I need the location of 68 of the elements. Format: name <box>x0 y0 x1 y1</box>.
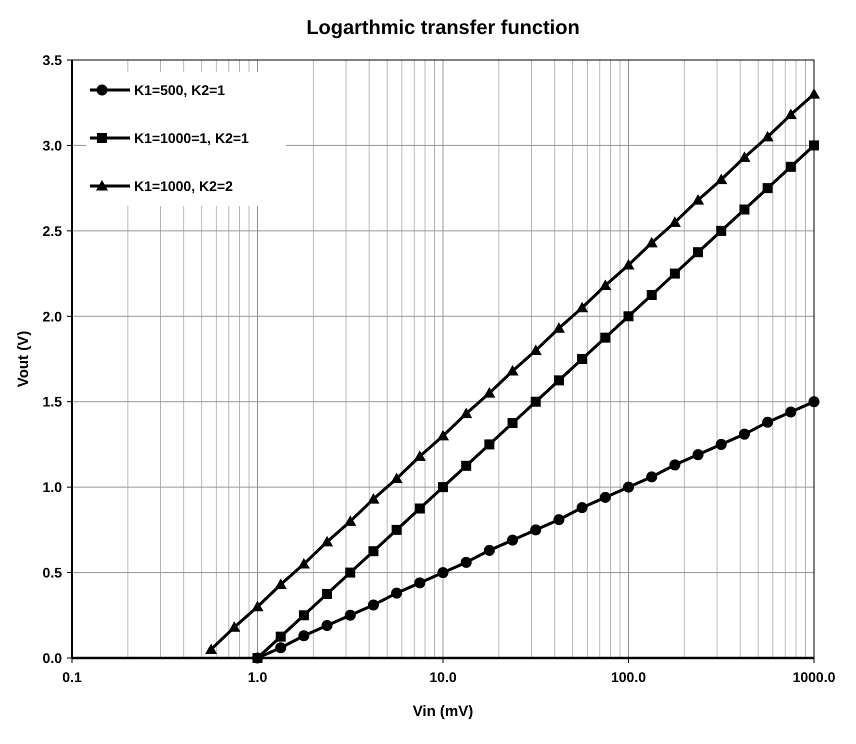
legend-label: K1=1000=1, K2=1 <box>134 130 250 146</box>
point <box>484 544 495 556</box>
point <box>368 546 378 556</box>
x-tick-label: 100.0 <box>610 669 646 685</box>
x-tick-label: 1.0 <box>248 669 268 685</box>
point <box>646 471 658 482</box>
point <box>762 183 773 194</box>
point <box>739 204 750 214</box>
point <box>553 514 564 526</box>
point <box>577 354 588 364</box>
point <box>345 568 356 578</box>
y-tick-label: 3.5 <box>42 52 62 68</box>
point <box>391 588 402 599</box>
legend-label: K1=500, K2=1 <box>134 82 226 98</box>
point <box>508 418 518 428</box>
point <box>623 482 634 493</box>
point <box>693 247 704 258</box>
point <box>414 577 426 588</box>
point <box>646 290 657 300</box>
x-tick-label: 0.1 <box>62 669 82 685</box>
x-tick-label: 1000.0 <box>792 669 836 685</box>
y-tick-label: 2.0 <box>42 308 62 324</box>
point <box>298 610 309 620</box>
chart-title: Logarthmic transfer function <box>306 17 580 39</box>
point <box>530 396 541 407</box>
point <box>275 642 286 654</box>
point <box>716 438 727 450</box>
legend-label: K1=1000, K2=2 <box>134 178 234 194</box>
point <box>322 620 333 632</box>
y-tick-label: 1.5 <box>42 394 62 410</box>
point <box>530 524 542 536</box>
point <box>252 653 262 663</box>
point <box>344 610 356 621</box>
y-tick-label: 1.0 <box>42 479 62 496</box>
point <box>624 311 634 322</box>
point <box>600 332 610 343</box>
x-axis-title: Vin (mV) <box>412 703 474 720</box>
point <box>670 268 680 279</box>
x-tick-label: 10.0 <box>429 669 457 685</box>
y-tick-label: 2.5 <box>42 222 62 239</box>
y-axis-title: Vout (V) <box>15 330 32 388</box>
point <box>438 567 448 578</box>
point <box>716 226 726 236</box>
point <box>669 459 680 470</box>
point <box>392 524 402 535</box>
y-tick-label: 0.0 <box>42 650 62 666</box>
point <box>322 588 332 599</box>
point <box>576 502 588 514</box>
point <box>785 406 796 418</box>
point <box>298 630 310 642</box>
y-tick-label: 0.5 <box>42 564 62 581</box>
point <box>438 482 448 492</box>
point <box>484 439 494 450</box>
point <box>809 140 819 150</box>
point <box>368 600 379 611</box>
y-tick-label: 3.0 <box>42 137 62 154</box>
point <box>461 460 472 471</box>
point <box>414 504 425 514</box>
point <box>808 396 820 408</box>
point <box>460 556 472 568</box>
point <box>762 416 774 428</box>
point <box>600 492 611 503</box>
point <box>692 449 704 460</box>
point <box>786 162 796 172</box>
point <box>507 534 518 546</box>
point <box>276 632 286 642</box>
point <box>554 375 564 386</box>
point <box>738 428 750 440</box>
